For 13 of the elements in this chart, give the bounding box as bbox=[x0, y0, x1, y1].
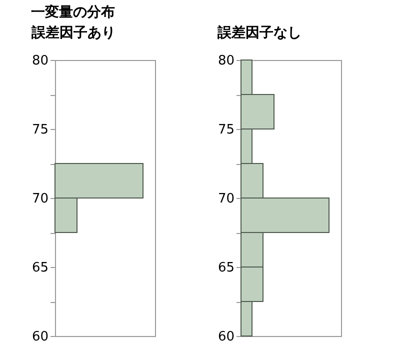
y-tick-label: 75 bbox=[32, 122, 48, 138]
chart-title: 誤差因子なし bbox=[216, 24, 302, 41]
chart-title: 誤差因子あり bbox=[30, 24, 116, 41]
y-tick-label: 60 bbox=[218, 330, 234, 344]
y-tick-label: 65 bbox=[218, 260, 234, 276]
y-tick-label: 80 bbox=[218, 54, 234, 68]
y-tick-label: 70 bbox=[32, 192, 48, 206]
y-tick-label: 65 bbox=[32, 260, 48, 276]
text: 一変量の分布 bbox=[30, 4, 115, 20]
y-tick-label: 75 bbox=[218, 122, 234, 138]
y-tick-label: 80 bbox=[32, 54, 48, 68]
y-tick-label: 70 bbox=[218, 192, 234, 206]
y-tick-label: 60 bbox=[32, 330, 48, 344]
